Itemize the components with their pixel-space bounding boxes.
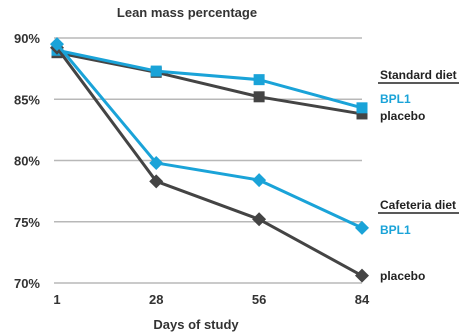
data-point-diamond: [252, 212, 267, 227]
x-tick-label: 1: [53, 292, 60, 307]
series: [50, 37, 369, 283]
cafeteria-diet-label: Cafeteria diet: [380, 198, 456, 212]
chart-title: Lean mass percentage: [117, 5, 257, 20]
standard-bpl1-label: BPL1: [380, 92, 411, 106]
standard-diet-label: Standard diet: [380, 68, 457, 82]
y-axis-ticks: 70% 75% 80% 85% 90%: [14, 31, 40, 291]
data-point-diamond: [355, 220, 369, 235]
grid: [54, 37, 362, 284]
y-tick-label: 85%: [14, 92, 40, 107]
y-tick-label: 75%: [14, 215, 40, 230]
data-point-square: [150, 65, 162, 77]
series-line-cafeteria-placebo: [55, 46, 363, 277]
annotations: Standard diet BPL1 placebo Cafeteria diet BP…: [378, 68, 459, 283]
standard-placebo-label: placebo: [380, 109, 425, 123]
data-point-square: [356, 102, 368, 114]
series-line-standard-bpl1: [56, 48, 363, 110]
data-point-diamond: [149, 155, 164, 170]
y-tick-label: 70%: [14, 276, 40, 291]
y-tick-label: 90%: [14, 31, 40, 46]
series-line-cafeteria-bpl1: [55, 43, 363, 230]
x-tick-label: 84: [355, 292, 370, 307]
x-tick-label: 56: [252, 292, 266, 307]
data-point-square: [253, 91, 265, 103]
data-point-square: [253, 74, 265, 86]
data-point-diamond: [355, 268, 369, 283]
x-axis-title: Days of study: [153, 317, 239, 332]
data-point-diamond: [50, 37, 64, 52]
series-line-standard-placebo: [56, 51, 363, 116]
cafeteria-bpl1-label: BPL1: [380, 223, 411, 237]
data-point-diamond: [252, 173, 267, 188]
x-tick-label: 28: [149, 292, 163, 307]
cafeteria-placebo-label: placebo: [380, 269, 425, 283]
data-point-square: [356, 108, 368, 120]
x-axis-ticks: 1 28 56 84: [53, 292, 370, 307]
data-point-diamond: [149, 174, 164, 189]
y-tick-label: 80%: [14, 154, 40, 169]
